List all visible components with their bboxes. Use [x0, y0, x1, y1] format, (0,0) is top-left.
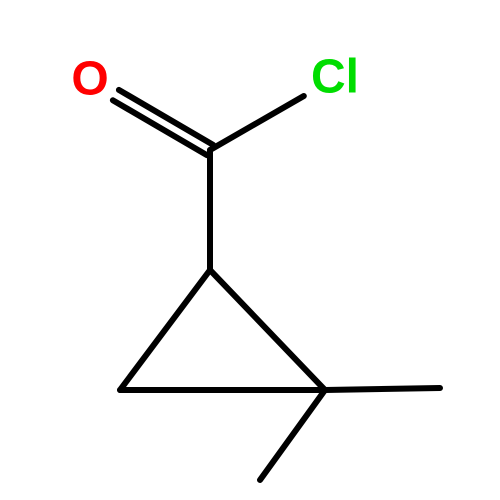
atom-label-cl: Cl	[311, 51, 359, 104]
molecule-diagram: O Cl	[0, 0, 500, 500]
bond-line	[260, 390, 325, 480]
bond-line	[119, 90, 213, 145]
bond-line	[210, 270, 325, 390]
bond-line	[113, 100, 207, 155]
bond-line	[120, 270, 210, 390]
bond-line	[325, 388, 440, 390]
atom-label-o: O	[71, 53, 108, 106]
bond-line	[210, 96, 304, 150]
